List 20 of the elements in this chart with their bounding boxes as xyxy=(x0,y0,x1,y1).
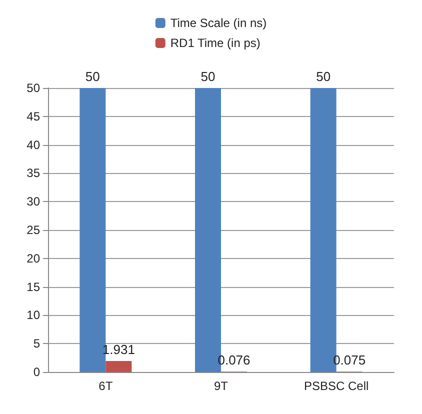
data-label: 50 xyxy=(316,69,331,84)
legend-label: Time Scale (in ns) xyxy=(170,16,267,30)
x-tick-label: 6T xyxy=(98,379,114,393)
y-tick-label: 0 xyxy=(33,365,40,379)
y-tick-label: 15 xyxy=(26,280,40,294)
y-tick-label: 30 xyxy=(26,194,40,209)
data-label: 50 xyxy=(85,69,100,84)
y-tick-label: 25 xyxy=(26,223,40,237)
x-tick-label: PSBSC Cell xyxy=(304,379,369,393)
bar xyxy=(106,361,132,372)
y-tick-label: 45 xyxy=(26,109,40,124)
y-tick-label: 50 xyxy=(26,81,40,95)
y-tick-label: 35 xyxy=(26,166,40,180)
y-tick-label: 10 xyxy=(26,308,40,322)
data-label: 50 xyxy=(200,69,216,84)
legend-label: RD1 Time (in ps) xyxy=(170,36,260,50)
y-tick-label: 20 xyxy=(26,251,40,266)
x-tick-label: 9T xyxy=(214,379,229,393)
y-tick-label: 5 xyxy=(33,336,40,351)
y-tick-label: 40 xyxy=(26,138,40,152)
